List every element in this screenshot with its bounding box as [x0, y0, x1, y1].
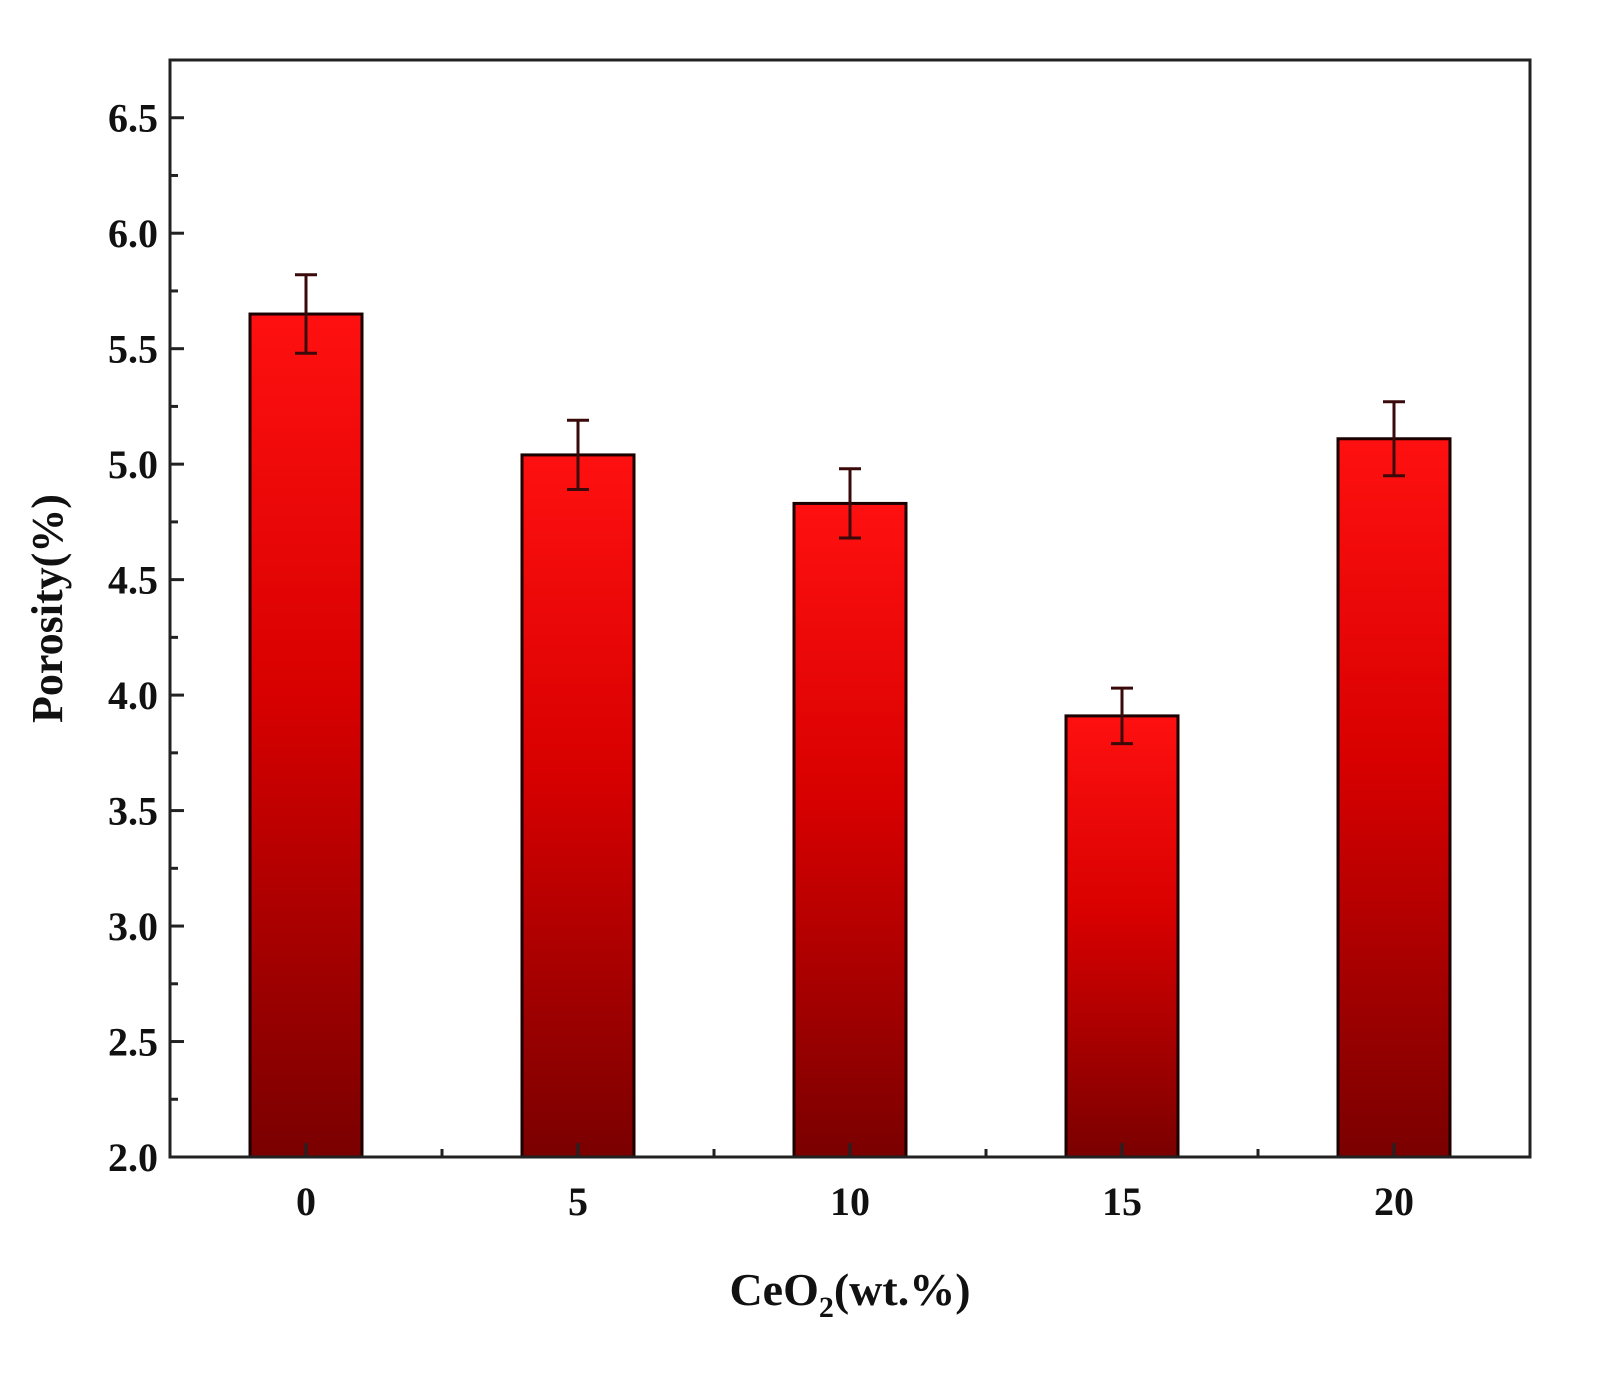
y-tick-label: 2.5 [108, 1020, 158, 1065]
y-axis-label: Porosity(%) [23, 494, 72, 723]
bar-5 [520, 453, 636, 1159]
error-bar-5 [567, 418, 589, 492]
error-bar-10 [839, 467, 861, 540]
y-tick-label: 3.0 [108, 904, 158, 949]
y-tick-label: 2.0 [108, 1135, 158, 1180]
bars-layer [248, 312, 1452, 1159]
y-tick-label: 5.0 [108, 442, 158, 487]
bar-10 [792, 501, 908, 1159]
x-tick-label: 5 [568, 1179, 588, 1224]
y-tick-label: 3.5 [108, 789, 158, 834]
error-bar-15 [1111, 686, 1133, 746]
bar-15 [1064, 714, 1180, 1159]
x-tick-label: 10 [830, 1179, 870, 1224]
x-axis-label-subscript: 2 [819, 1291, 834, 1324]
y-tick-label: 4.0 [108, 673, 158, 718]
y-tick-label: 5.5 [108, 327, 158, 372]
x-tick-label: 15 [1102, 1179, 1142, 1224]
x-tick-label: 20 [1374, 1179, 1414, 1224]
x-axis-label-tail: (wt.%) [834, 1264, 971, 1315]
error-bars-layer [295, 273, 1405, 746]
y-tick-label: 4.5 [108, 558, 158, 603]
x-axis-label: CeO2(wt.%) [729, 1264, 970, 1324]
y-tick-label: 6.0 [108, 211, 158, 256]
error-bar-0 [295, 273, 317, 355]
error-bar-20 [1383, 400, 1405, 478]
y-axis: 2.0 2.5 3.0 3.5 4.0 4.5 5.0 5.5 6.0 6.5 [108, 58, 184, 1180]
bar-20 [1336, 437, 1452, 1159]
bar-0 [248, 312, 364, 1159]
y-tick-label: 6.5 [108, 96, 158, 141]
x-axis: 0 5 10 15 20 [296, 1143, 1414, 1224]
x-tick-label: 0 [296, 1179, 316, 1224]
x-axis-label-main: CeO [729, 1264, 818, 1315]
